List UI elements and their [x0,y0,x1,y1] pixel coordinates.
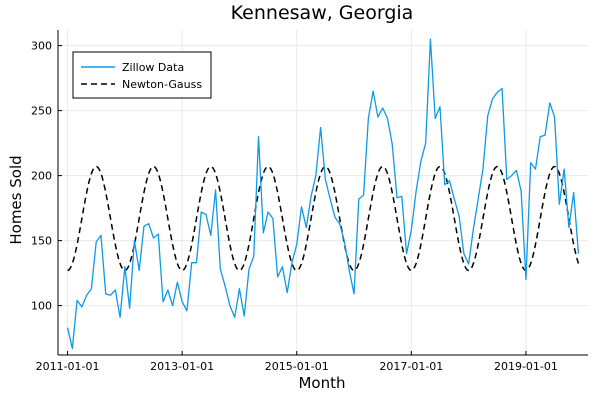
legend-box [72,51,212,99]
legend-label-zillow: Zillow Data [122,61,184,74]
series [66,38,580,350]
ticks: 2011-01-01 2013-01-01 2015-01-01 2017-01-01… [31,40,558,373]
legend: Zillow Data Newton-Gauss [72,51,212,99]
y-tick-label: 150 [31,235,52,248]
y-tick-label: 300 [31,40,52,53]
x-tick-label: 2017-01-01 [379,360,443,373]
x-tick-label: 2011-01-01 [36,360,100,373]
x-axis-label: Month [298,374,345,392]
y-axis-label: Homes Sold [7,155,25,244]
y-tick-label: 100 [31,300,52,313]
x-tick-label: 2013-01-01 [150,360,214,373]
x-tick-label: 2015-01-01 [265,360,329,373]
series-line-newton-gauss [67,165,580,272]
y-tick-label: 200 [31,170,52,183]
axes [57,30,588,356]
series-line-zillow-data [66,38,580,350]
x-tick-label: 2019-01-01 [494,360,558,373]
chart-title: Kennesaw, Georgia [231,2,414,24]
legend-label-newton-gauss: Newton-Gauss [122,78,202,91]
y-tick-label: 250 [31,105,52,118]
